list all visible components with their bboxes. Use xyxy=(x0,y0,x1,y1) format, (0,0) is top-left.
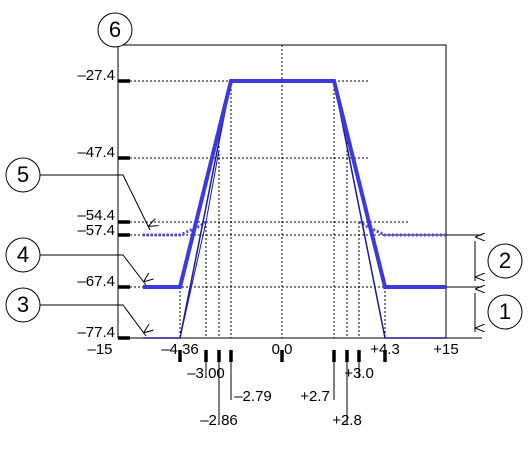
x-label: +3.0 xyxy=(344,365,374,382)
callout: 3 xyxy=(17,292,29,317)
callout: 4 xyxy=(17,242,29,267)
x-label: +15 xyxy=(433,341,458,358)
x-label: +4.3 xyxy=(370,341,400,358)
callout: 1 xyxy=(499,299,511,324)
x-ticks: –15 –4.36 –3.00 –2.86 –2.79 0.0 +2.7 +2.… xyxy=(87,341,458,429)
x-label: –4.36 xyxy=(161,341,199,358)
y-label: –57.4 xyxy=(77,222,115,239)
right-lines xyxy=(446,235,482,339)
callout: 5 xyxy=(17,162,29,187)
callout: 2 xyxy=(499,248,511,273)
callout: 6 xyxy=(109,17,121,42)
x-label: –2.79 xyxy=(234,388,272,405)
x-label: –2.86 xyxy=(200,412,238,429)
y-label: –27.4 xyxy=(77,67,115,84)
x-label: –3.00 xyxy=(187,365,225,382)
y-label: –47.4 xyxy=(77,144,115,161)
grid xyxy=(130,45,446,338)
y-label: –67.4 xyxy=(77,273,115,290)
y-label: –54.4 xyxy=(77,207,115,224)
y-ticks: –27.4 –47.4 –54.4 –57.4 –67.4 –77.4 xyxy=(77,67,130,341)
curves xyxy=(143,79,446,339)
y-label: –77.4 xyxy=(77,324,115,341)
callouts: 1 2 3 4 5 6 xyxy=(5,12,523,337)
x-label: +2.8 xyxy=(332,412,362,429)
x-label: 0.0 xyxy=(272,341,293,358)
x-label: +2.7 xyxy=(300,388,330,405)
x-label: –15 xyxy=(87,341,112,358)
